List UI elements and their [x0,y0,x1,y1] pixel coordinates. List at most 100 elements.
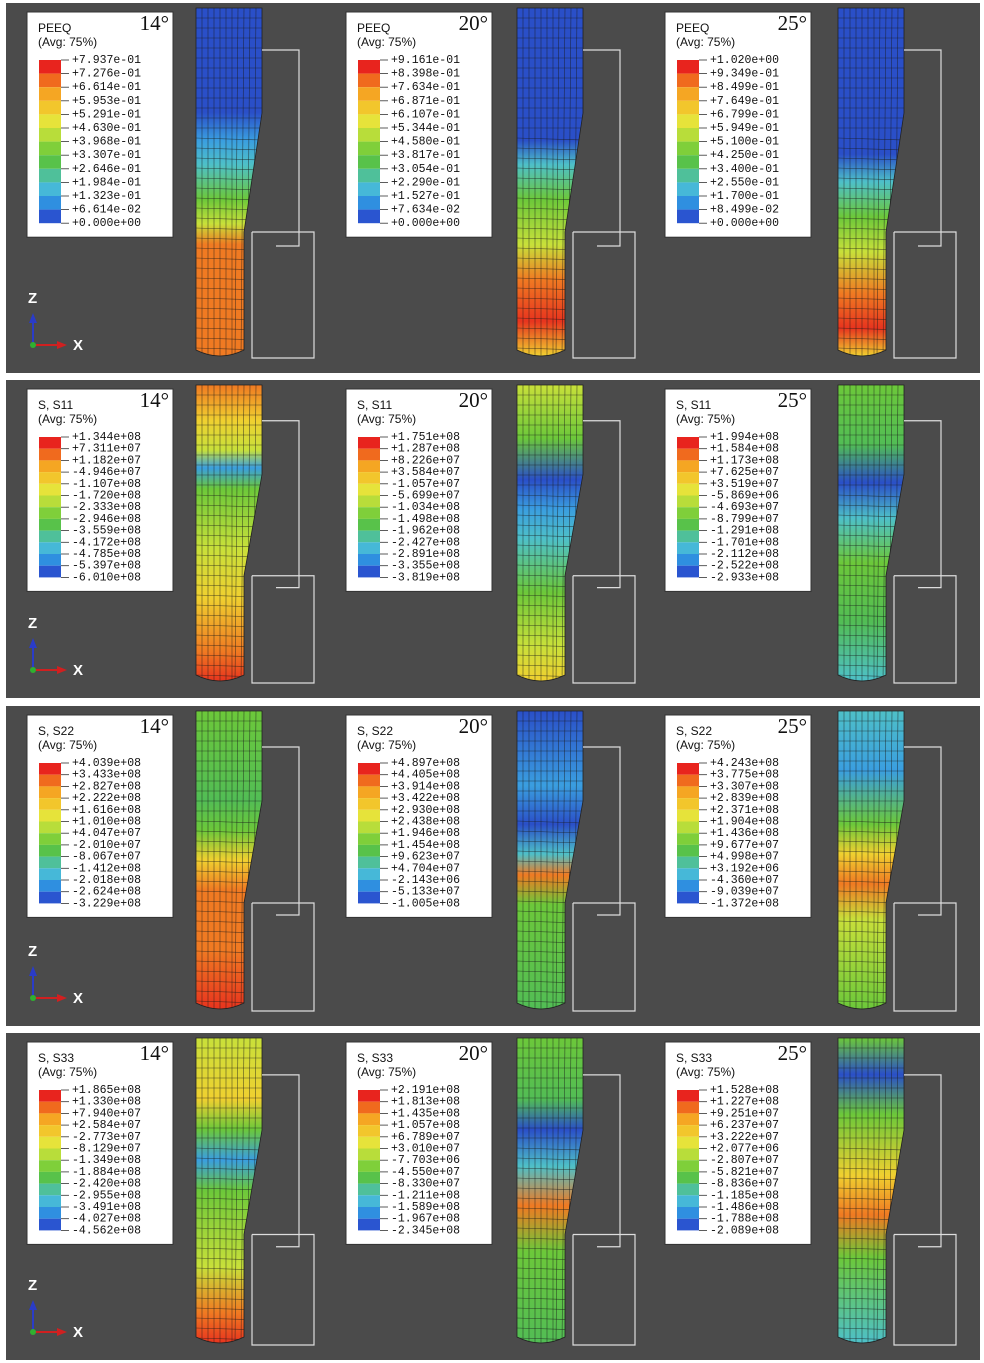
legend-title: S, S11 [676,398,711,412]
legend-swatch [677,833,699,845]
axis-z-label: Z [28,290,37,307]
angle-label: 14° [140,11,169,35]
legend-swatch [39,519,61,531]
legend-swatch [39,437,61,449]
legend-swatch [39,786,61,798]
legend-value: +1.700e-01 [710,190,779,203]
legend-title: PEEQ [357,21,390,35]
legend-swatch [677,810,699,822]
angle-label: 20° [459,1041,488,1065]
legend-value: -2.345e+08 [391,1224,460,1237]
legend-swatch [39,845,61,857]
legend-swatch [677,1160,699,1172]
legend-value: +6.799e-01 [710,108,779,121]
legend-value: -2.933e+08 [710,571,779,584]
legend-swatch [358,484,380,496]
legend-swatch [358,210,380,224]
legend-swatch [677,1184,699,1196]
legend-swatch [358,1207,380,1219]
legend-averaging: (Avg: 75%) [676,1065,735,1079]
legend-swatch [39,810,61,822]
legend-swatch [39,169,61,183]
legend-swatch [39,868,61,880]
legend-swatch [39,128,61,142]
legend-swatch [358,182,380,196]
legend-swatch [358,1184,380,1196]
legend-averaging: (Avg: 75%) [38,738,97,752]
legend-swatch [677,892,699,904]
legend-title: S, S33 [38,1051,74,1065]
legend-swatch [677,1219,699,1231]
legend-value: +6.614e-02 [72,204,141,217]
legend-value: -3.819e+08 [391,571,460,584]
legend-swatch [39,142,61,156]
legend-averaging: (Avg: 75%) [357,738,416,752]
legend-swatch [677,775,699,787]
axis-origin [30,1329,36,1335]
legend-averaging: (Avg: 75%) [357,412,416,426]
legend-swatch [358,1195,380,1207]
legend-swatch [358,1149,380,1161]
legend-value: +1.323e-01 [72,190,141,203]
legend-swatch [358,868,380,880]
legend-value: +7.649e-01 [710,95,779,108]
legend-value: +8.398e-01 [391,68,460,81]
legend-swatch [677,210,699,224]
legend-swatch [677,1195,699,1207]
legend-averaging: (Avg: 75%) [38,412,97,426]
legend-title: S, S22 [676,724,712,738]
legend-value: -2.089e+08 [710,1224,779,1237]
angle-label: 14° [140,388,169,412]
legend-value: +1.984e-01 [72,176,141,189]
legend-swatch [39,531,61,543]
legend-swatch [39,74,61,88]
legend-averaging: (Avg: 75%) [357,35,416,49]
legend-value: +9.161e-01 [391,54,460,67]
legend-swatch [358,507,380,519]
legend-swatch [677,845,699,857]
legend-swatch [677,519,699,531]
legend-swatch [39,542,61,554]
legend-swatch [677,542,699,554]
legend-swatch [39,1219,61,1231]
legend-value: +4.630e-01 [72,122,141,135]
legend-swatch [358,460,380,472]
legend-swatch [358,810,380,822]
axis-z-label: Z [28,1277,37,1294]
legend-swatch [39,1137,61,1149]
legend-swatch [677,786,699,798]
legend-averaging: (Avg: 75%) [38,1065,97,1079]
legend-swatch [358,74,380,88]
legend-value: +0.000e+00 [391,217,460,230]
legend-swatch [358,822,380,834]
legend-title: S, S33 [676,1051,712,1065]
legend-value: +6.107e-01 [391,108,460,121]
legend-value: -6.010e+08 [72,571,141,584]
axis-origin [30,342,36,348]
legend-swatch [677,1113,699,1125]
legend-swatch [358,531,380,543]
legend-swatch [677,763,699,775]
legend-swatch [358,449,380,461]
legend-value: +3.400e-01 [710,163,779,176]
legend-swatch [677,554,699,566]
legend-swatch [677,74,699,88]
legend-swatch [677,1090,699,1102]
legend-value: +6.871e-01 [391,95,460,108]
legend-swatch [358,1113,380,1125]
legend-title: S, S22 [357,724,393,738]
legend-swatch [677,484,699,496]
angle-label: 20° [459,714,488,738]
figure: PEEQ(Avg: 75%)14°+7.937e-01+7.276e-01+6.… [0,0,984,1363]
angle-label: 25° [778,1041,807,1065]
legend-swatch [39,892,61,904]
legend-swatch [358,1102,380,1114]
axis-x-label: X [73,1324,83,1341]
legend-swatch [677,1137,699,1149]
legend-value: +3.817e-01 [391,149,460,162]
legend-swatch [358,101,380,115]
legend-averaging: (Avg: 75%) [357,1065,416,1079]
legend-swatch [677,531,699,543]
legend-swatch [39,1195,61,1207]
legend-value: -1.005e+08 [391,897,460,910]
